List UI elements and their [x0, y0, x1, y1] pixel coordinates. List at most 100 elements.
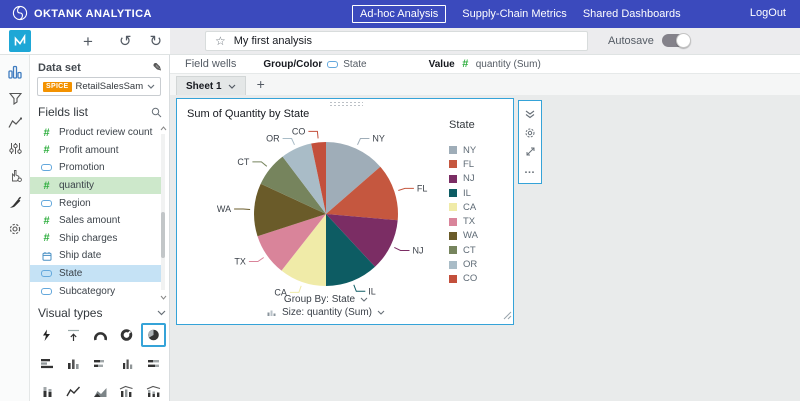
settings-icon[interactable] [0, 218, 30, 240]
field-item-subcategory[interactable]: Subcategory [30, 282, 162, 300]
collapse-chevron-icon[interactable] [157, 310, 166, 316]
legend-item[interactable]: IL [449, 186, 511, 200]
analysis-title-field[interactable]: ☆ My first analysis [205, 31, 588, 51]
legend-item[interactable]: FL [449, 157, 511, 171]
visual-type-gauge[interactable] [88, 323, 113, 347]
more-options-icon[interactable]: … [524, 163, 536, 176]
chevron-down-icon[interactable] [228, 84, 236, 89]
search-icon[interactable] [151, 107, 162, 118]
nav-tab-supply-chain-metrics[interactable]: Supply-Chain Metrics [462, 8, 567, 20]
field-item-region[interactable]: Region [30, 194, 162, 212]
expand-icon[interactable] [526, 144, 535, 158]
pie-slice-FL[interactable] [326, 166, 398, 221]
resize-handle[interactable] [503, 311, 512, 323]
star-icon[interactable]: ☆ [215, 34, 226, 48]
quicksight-logo-button[interactable] [9, 30, 31, 52]
visual-type-vertical-bar[interactable] [61, 351, 86, 375]
autosave-label: Autosave [608, 34, 654, 47]
dataset-select[interactable]: SPICE RetailSalesSam... [37, 77, 161, 96]
visual-type-horizontal-bar[interactable] [34, 351, 59, 375]
pie-slice-NJ[interactable] [326, 214, 398, 267]
tab-sheet-1[interactable]: Sheet 1 [176, 76, 246, 95]
undo-button[interactable]: ↺ [118, 32, 132, 50]
legend-item[interactable]: CT [449, 243, 511, 257]
analysis-title: My first analysis [233, 35, 313, 47]
pie-chart[interactable]: NY FL NJ IL CA TX WA CT OR CO [182, 114, 452, 319]
field-item-quantity[interactable]: # quantity [30, 176, 162, 195]
nav-tab-adhoc-analysis[interactable]: Ad-hoc Analysis [352, 5, 447, 23]
field-item-state[interactable]: State [30, 264, 162, 283]
collapse-double-chevron-icon[interactable] [525, 107, 535, 121]
visual-type-kpi[interactable] [61, 323, 86, 347]
edit-dataset-pencil-icon[interactable]: ✎ [152, 62, 162, 74]
date-field-icon [41, 251, 52, 261]
pie-slice-CA[interactable] [281, 214, 327, 286]
numeric-field-icon: # [43, 214, 50, 227]
field-item-ship-date[interactable]: Ship date [30, 247, 162, 265]
fields-scrollbar[interactable] [159, 124, 167, 300]
brand-swirl-icon [12, 5, 28, 24]
pie-slice-CO[interactable] [311, 141, 326, 214]
field-item-ship-charges[interactable]: # Ship charges [30, 230, 162, 248]
visual-title: Sum of Quantity by State [187, 108, 310, 120]
field-item-product-review-count[interactable]: # Product review count [30, 124, 162, 142]
redo-button[interactable]: ↻ [149, 32, 163, 50]
drag-handle[interactable] [329, 101, 363, 107]
group-color-well-value[interactable]: State [343, 58, 367, 70]
visual-type-horizontal-stacked-100-bar[interactable] [141, 351, 166, 375]
field-item-sales-amount[interactable]: # Sales amount [30, 212, 162, 230]
pie-slice-WA[interactable] [254, 183, 326, 237]
scroll-down-icon[interactable] [159, 293, 167, 301]
visual-type-vertical-grouped-bar[interactable] [114, 351, 139, 375]
pie-slice-NY[interactable] [326, 142, 381, 214]
visual-type-line-chart[interactable] [61, 379, 86, 401]
slice-label-CA: CA [274, 287, 287, 297]
field-item-promotion[interactable]: Promotion [30, 159, 162, 177]
themes-icon[interactable] [0, 191, 30, 213]
visual-type-vertical-stacked-bar[interactable] [34, 379, 59, 401]
legend-item[interactable]: WA [449, 229, 511, 243]
string-field-icon [41, 164, 52, 172]
parameters-icon[interactable] [0, 137, 30, 159]
size-selector[interactable]: Size: quantity (Sum) [177, 306, 475, 319]
pie-slice-OR[interactable] [282, 143, 326, 215]
insights-icon[interactable] [0, 112, 30, 134]
add-sheet-button[interactable]: + [256, 76, 265, 92]
visual-type-combo-chart[interactable] [114, 379, 139, 401]
scroll-thumb[interactable] [161, 212, 165, 258]
legend-item[interactable]: OR [449, 257, 511, 271]
logout-link[interactable]: LogOut [749, 7, 786, 19]
legend-item[interactable]: CA [449, 200, 511, 214]
visual-type-area-chart[interactable] [88, 379, 113, 401]
pie-slice-CT[interactable] [260, 156, 326, 214]
filter-icon[interactable] [0, 87, 30, 109]
legend-item[interactable]: CO [449, 272, 511, 286]
visual-type-pie-chart[interactable] [141, 323, 167, 347]
nav-tab-shared-dashboards[interactable]: Shared Dashboards [582, 8, 681, 20]
scroll-up-icon[interactable] [159, 124, 167, 132]
group-by-selector[interactable]: Group By: State [177, 293, 475, 306]
add-visual-button[interactable]: + [83, 31, 93, 51]
legend-swatch [449, 274, 457, 283]
actions-icon[interactable] [0, 164, 30, 186]
visual-type-donut-chart[interactable] [114, 323, 139, 347]
legend-item[interactable]: NY [449, 143, 511, 157]
chevron-down-icon [147, 84, 155, 89]
visualize-icon[interactable] [0, 61, 30, 83]
visual-settings-gear-icon[interactable] [524, 126, 536, 140]
field-wells-bar[interactable]: Field wells Group/Color State Value # qu… [170, 55, 800, 74]
pie-chart-visual[interactable]: Sum of Quantity by State NY FL NJ IL CA TX WA C… [176, 98, 514, 325]
pie-slice-TX[interactable] [257, 214, 327, 271]
slice-label-IL: IL [368, 286, 376, 296]
slice-label-NJ: NJ [413, 246, 424, 256]
visual-type-horizontal-stacked-bar[interactable] [88, 351, 113, 375]
value-well-value[interactable]: quantity (Sum) [475, 58, 541, 70]
pie-slice-IL[interactable] [326, 214, 375, 286]
chevron-down-icon [377, 310, 385, 315]
visual-type-auto-graph[interactable] [34, 323, 59, 347]
visual-type-stacked-combo-chart[interactable] [141, 379, 166, 401]
legend-item[interactable]: TX [449, 214, 511, 228]
autosave-toggle[interactable] [661, 33, 691, 48]
legend-item[interactable]: NJ [449, 172, 511, 186]
field-item-profit-amount[interactable]: # Profit amount [30, 142, 162, 160]
